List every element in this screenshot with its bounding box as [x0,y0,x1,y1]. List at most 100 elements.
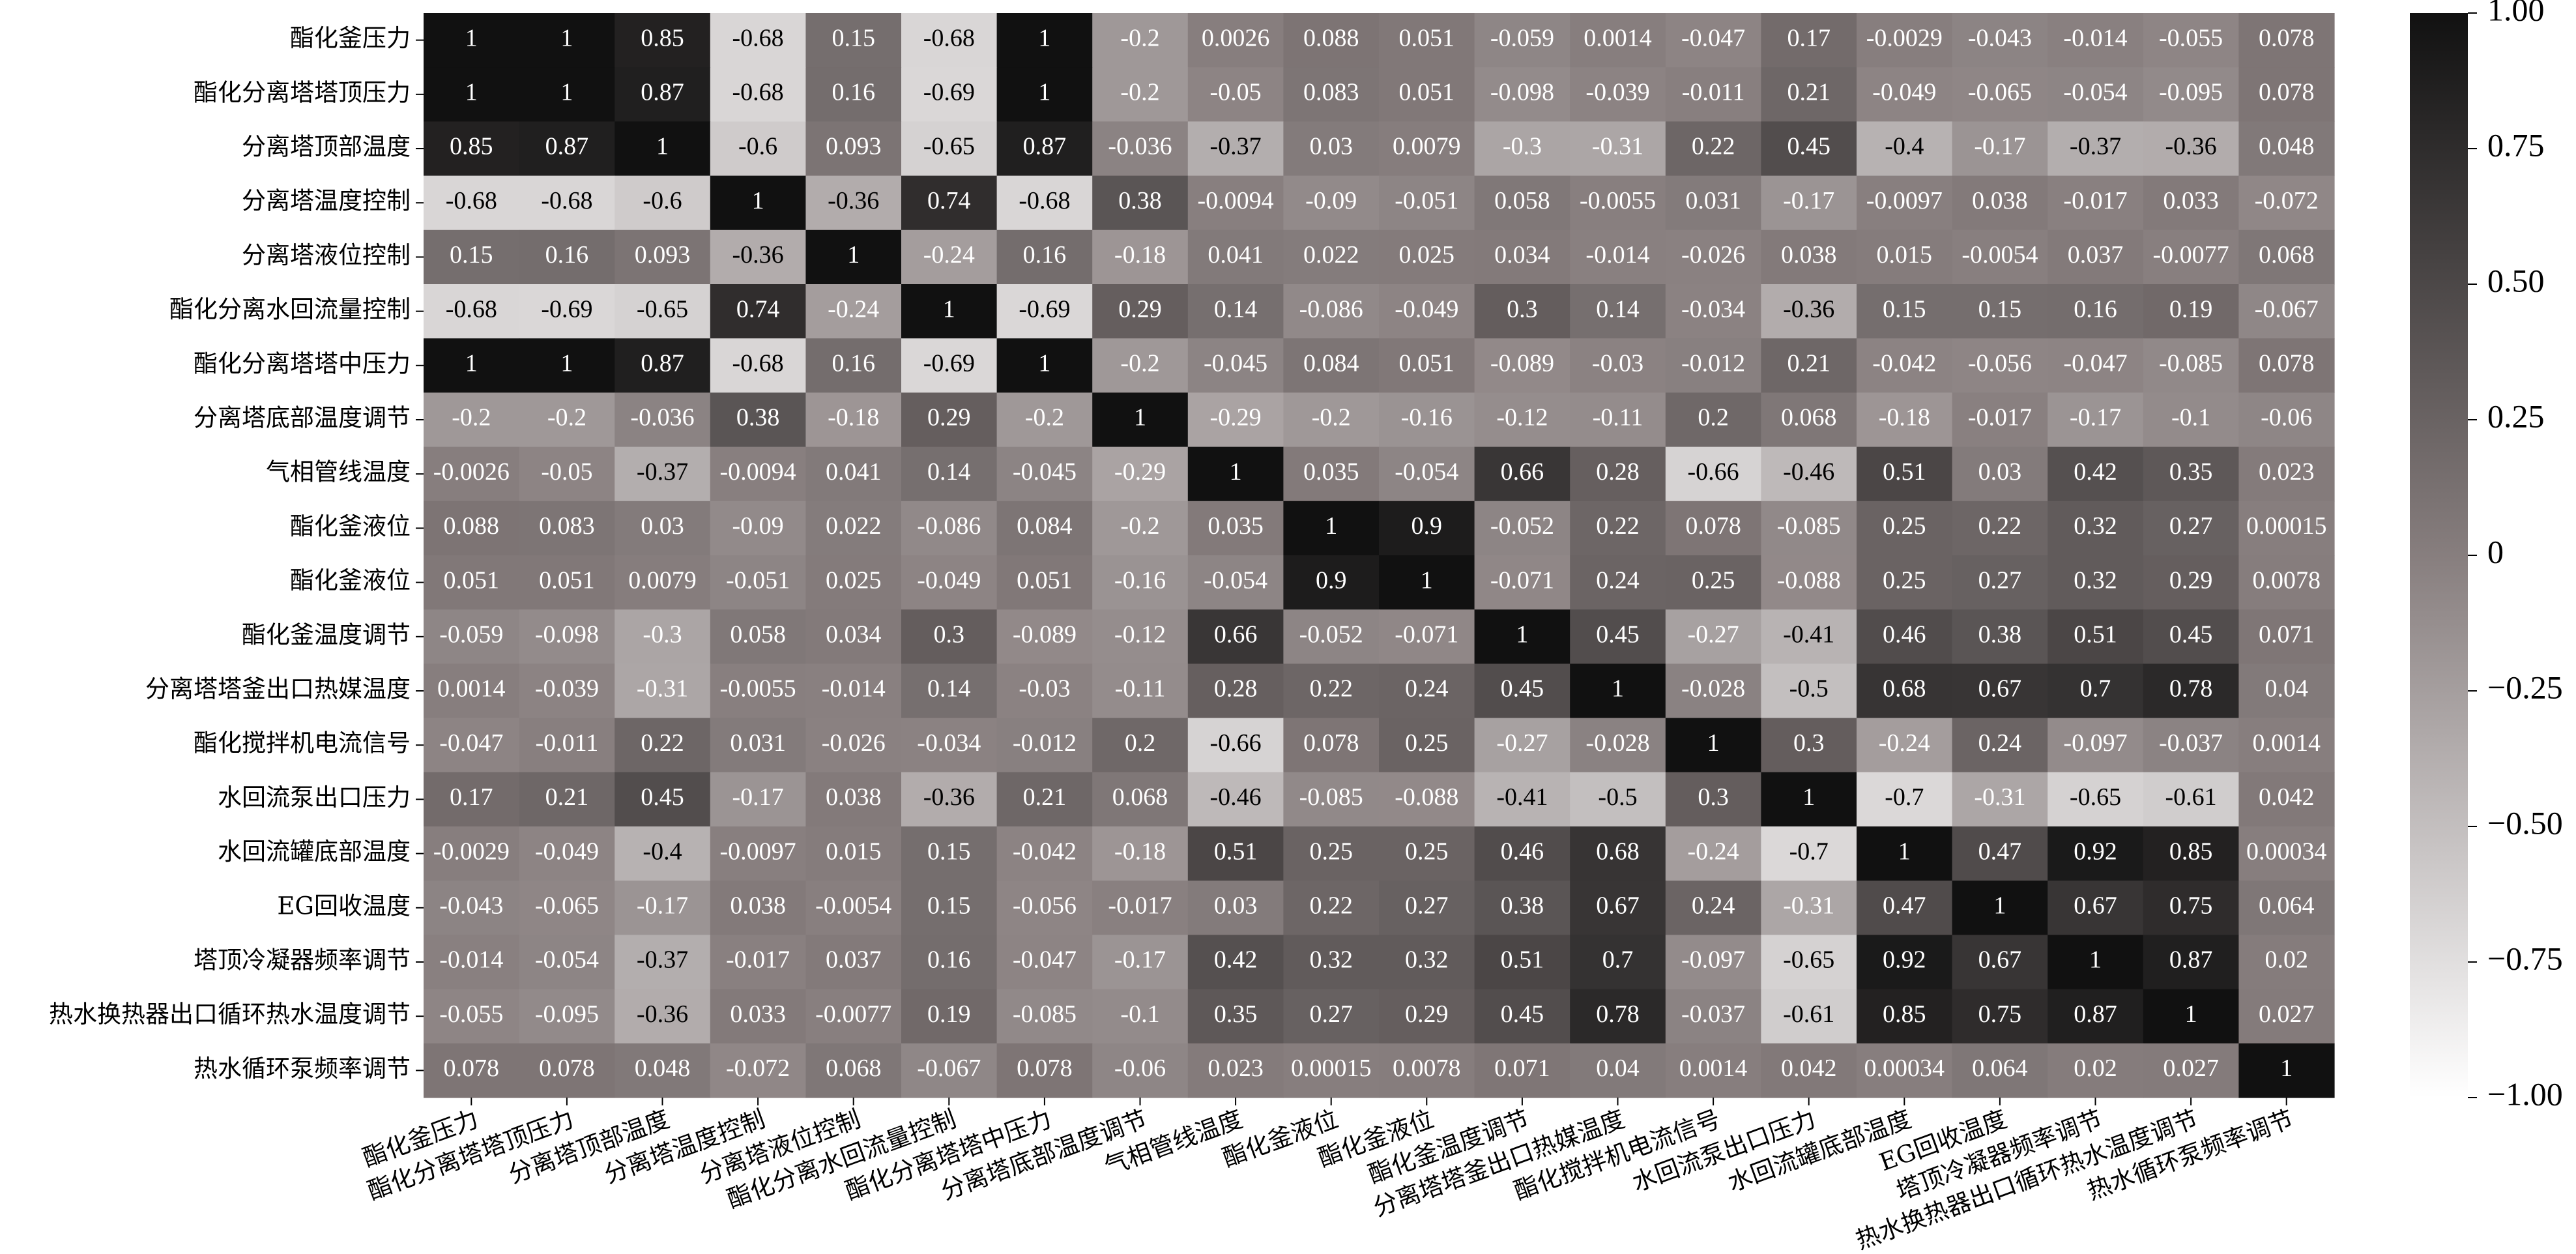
heatmap-cell [1761,392,1857,448]
cell-value-label: 0.038 [1972,187,2028,214]
heatmap-cell [2048,772,2144,827]
heatmap-cell [615,989,711,1044]
cell-value-label: 1 [560,350,573,377]
heatmap-cell [1857,881,1953,935]
cell-value-label: -0.047 [1013,946,1077,974]
heatmap-cell [2238,229,2335,285]
cell-value-label: 0.033 [2163,187,2219,214]
heatmap-cell [1379,175,1475,231]
heatmap-cell [1187,175,1284,231]
heatmap-cell [996,935,1093,990]
heatmap-cell [2048,826,2144,881]
heatmap-cell [2143,663,2239,719]
heatmap-cell [2048,67,2144,122]
cell-value-label: -0.05 [1210,79,1262,106]
cell-value-label: -0.049 [535,838,599,865]
cell-value-label: -0.034 [917,729,981,757]
cell-value-label: 0.093 [635,241,691,269]
heatmap-cell [424,935,520,990]
cell-value-label: 0.037 [826,946,882,974]
heatmap-cell [805,555,902,610]
heatmap-cell [1857,67,1953,122]
cell-value-label: 0.45 [641,783,684,811]
cell-value-label: -0.085 [1299,783,1363,811]
heatmap-cell [1379,392,1475,448]
cell-value-label: 0.22 [1596,512,1640,540]
heatmap-cell [996,609,1093,664]
heatmap-cell [2238,175,2335,231]
heatmap-cell [1761,338,1857,393]
cell-value-label: 0.47 [1978,838,2022,865]
heatmap-cell [424,1043,520,1098]
cell-value-label: 0.16 [1023,241,1067,269]
cell-value-label: -0.36 [923,783,975,811]
cell-value-label: -0.037 [1681,1000,1745,1028]
cell-value-label: -0.055 [439,1000,503,1028]
heatmap-cell [2048,229,2144,285]
heatmap-cell [901,663,998,719]
heatmap-cell [805,67,902,122]
cell-value-label: 0.25 [1883,512,1926,540]
cell-value-label: 0.088 [444,512,500,540]
cell-value-label: -0.072 [726,1055,790,1082]
heatmap-cell [2238,663,2335,719]
cell-value-label: -0.16 [1114,566,1166,594]
cell-value-label: 1 [1802,783,1815,811]
heatmap-cell [1187,1043,1284,1098]
heatmap-cell [996,13,1093,68]
cell-value-label: 0.02 [2074,1055,2117,1082]
heatmap-cell [519,935,615,990]
heatmap-cell [901,501,998,556]
cell-value-label: 0.084 [1017,512,1073,540]
cell-value-label: 0.0014 [437,675,506,703]
cell-value-label: -0.043 [439,892,503,920]
heatmap-cell [1570,284,1666,339]
heatmap-cell [1857,609,1953,664]
heatmap-cell [1952,1043,2048,1098]
cell-value-label: 0.078 [539,1055,595,1082]
cell-value-label: -0.4 [643,838,682,865]
cell-value-label: 0.068 [1781,404,1837,431]
heatmap-cell [1187,772,1284,827]
heatmap-cell [1283,772,1380,827]
heatmap-cell [805,989,902,1044]
cell-value-label: -0.18 [1879,404,1930,431]
cell-value-label: -0.11 [1593,404,1643,431]
cell-value-label: 0.78 [1596,1000,1640,1028]
cell-value-label: -0.68 [923,24,975,51]
heatmap-cell [1092,13,1189,68]
cell-value-label: 0.00034 [2246,838,2327,865]
cell-value-label: 0.00034 [1864,1055,1945,1082]
heatmap-cell [615,935,711,990]
heatmap-cell [1283,935,1380,990]
heatmap-cell [519,772,615,827]
heatmap-cell [2143,67,2239,122]
heatmap-cell [1474,175,1570,231]
heatmap-cell [1379,501,1475,556]
heatmap-cell [996,175,1093,231]
heatmap-cell [1187,67,1284,122]
cell-value-label: -0.2 [1025,404,1064,431]
cell-value-label: 0.27 [1405,892,1449,920]
cell-value-label: -0.098 [1490,79,1554,106]
heatmap-cell [1092,284,1189,339]
heatmap-cell [1665,501,1761,556]
cell-value-label: 0.87 [545,133,589,160]
heatmap-cell [424,501,520,556]
heatmap-cell [1857,718,1953,773]
cell-value-label: 0.87 [641,350,684,377]
heatmap-cell [1761,121,1857,177]
cell-value-label: 0.0026 [1202,24,1270,51]
cell-value-label: -0.011 [536,729,599,757]
y-tick-label: 酯化分离塔塔顶压力 [194,78,411,106]
cell-value-label: -0.11 [1115,675,1166,703]
heatmap-cell [1857,229,1953,285]
heatmap-cell [1952,663,2048,719]
heatmap-cell [710,1043,806,1098]
cell-value-label: -0.03 [1592,350,1643,377]
cell-value-label: 0.46 [1883,621,1926,649]
cell-value-label: 1 [465,79,478,106]
cell-value-label: 0.92 [2074,838,2117,865]
heatmap-cell [424,772,520,827]
cell-value-label: 1 [1038,24,1050,51]
